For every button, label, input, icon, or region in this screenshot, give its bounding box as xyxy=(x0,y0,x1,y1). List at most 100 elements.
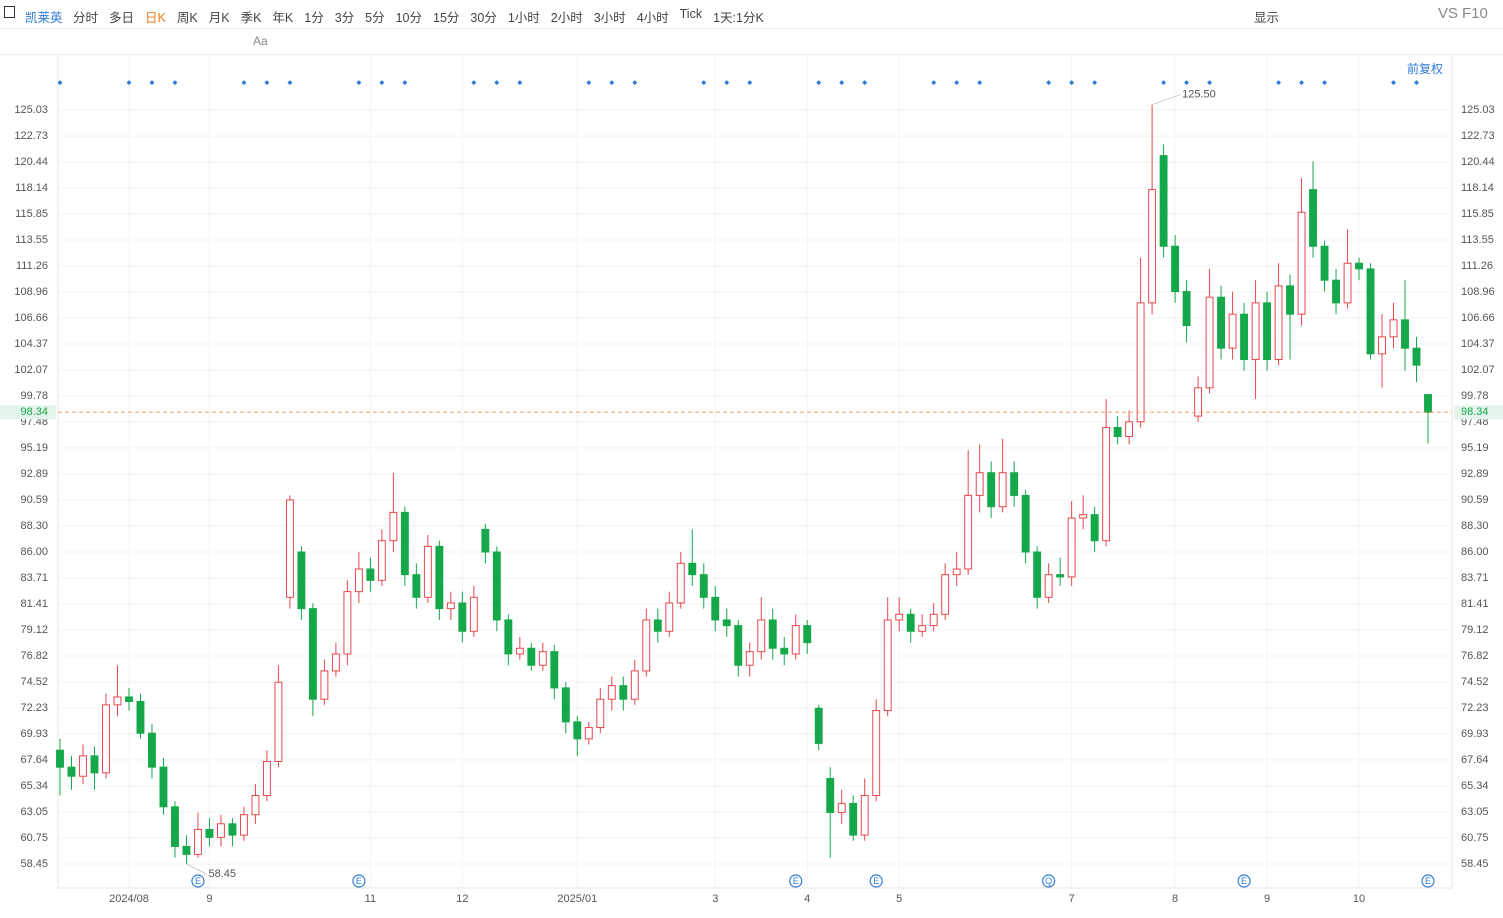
candle xyxy=(1412,336,1421,383)
y-tick-label: 104.37 xyxy=(14,338,48,350)
period-tab[interactable]: 多日 xyxy=(109,11,135,25)
y-tick-label-right: 120.44 xyxy=(1461,156,1495,168)
f10-button[interactable]: F10 xyxy=(1462,5,1488,22)
signal-dot xyxy=(954,80,960,86)
candle xyxy=(481,523,490,564)
candle xyxy=(814,704,823,751)
candle-body xyxy=(182,845,191,855)
y-tick-label: 111.26 xyxy=(16,260,48,272)
candle xyxy=(1240,302,1249,371)
period-tab[interactable]: 周K xyxy=(176,11,198,25)
candle-body xyxy=(1056,574,1065,578)
candle-body xyxy=(527,647,536,666)
candle xyxy=(354,552,363,603)
y-tick-label: 106.66 xyxy=(14,312,48,324)
candle xyxy=(1067,501,1076,586)
signal-dot xyxy=(1046,80,1052,86)
y-tick-label-right: 92.89 xyxy=(1461,468,1489,480)
candle-body xyxy=(1378,336,1386,355)
vs-button[interactable]: VS xyxy=(1438,5,1459,22)
adjust-button[interactable]: 前复权 xyxy=(1407,62,1444,76)
stock-name[interactable]: 凯莱英 xyxy=(25,11,63,25)
signal-dot xyxy=(1322,80,1328,86)
period-tab[interactable]: 1分 xyxy=(304,11,324,25)
event-label: E xyxy=(1425,876,1431,886)
candle-body xyxy=(1309,189,1317,247)
period-tab[interactable]: 5分 xyxy=(365,11,385,25)
candle-body xyxy=(1044,574,1053,598)
period-tab[interactable]: 1天:1分K xyxy=(713,11,764,25)
candle xyxy=(860,778,869,841)
candle xyxy=(1228,291,1237,360)
annotation-leader xyxy=(1151,94,1181,106)
candle xyxy=(515,636,524,660)
candle-body xyxy=(596,698,605,729)
candle xyxy=(205,818,214,847)
candle xyxy=(895,597,904,632)
period-tab[interactable]: 15分 xyxy=(433,11,460,25)
candle xyxy=(1056,557,1065,586)
period-tab[interactable]: 30分 xyxy=(470,11,497,25)
layout-icon[interactable] xyxy=(4,6,15,18)
y-tick-label-right: 72.23 xyxy=(1461,702,1489,714)
candle-body xyxy=(573,721,582,740)
candle-body xyxy=(1355,262,1363,270)
candle-body xyxy=(1274,285,1283,360)
period-tab[interactable]: 2小时 xyxy=(550,11,583,25)
candle xyxy=(136,693,145,739)
period-tab[interactable]: 3小时 xyxy=(593,11,626,25)
candle xyxy=(826,767,835,858)
candle-body xyxy=(1228,313,1237,349)
y-tick-label: 90.59 xyxy=(20,494,48,506)
period-tab[interactable]: 月K xyxy=(208,11,230,25)
y-tick-label-right: 115.85 xyxy=(1461,208,1494,220)
display-menu[interactable]: 显示 xyxy=(1254,11,1280,25)
event-label: E xyxy=(356,876,362,886)
x-tick-label: 7 xyxy=(1069,893,1075,905)
period-tab[interactable]: 10分 xyxy=(395,11,423,25)
y-tick-label: 115.85 xyxy=(15,208,48,220)
period-tab[interactable]: Tick xyxy=(679,7,703,21)
period-tab[interactable]: 3分 xyxy=(334,11,355,25)
candle-body xyxy=(918,625,927,632)
signal-dot xyxy=(839,80,845,86)
y-tick-label-right: 106.66 xyxy=(1461,312,1495,324)
period-tab[interactable]: 日K xyxy=(145,11,166,25)
candle-body xyxy=(1366,268,1375,355)
y-tick-label: 125.03 xyxy=(14,104,48,116)
candle xyxy=(377,529,386,586)
text-tool[interactable]: Aa xyxy=(253,34,268,48)
event-icon xyxy=(191,874,205,888)
period-tab[interactable]: 分时 xyxy=(73,11,99,25)
candle-body xyxy=(67,766,76,777)
candle xyxy=(67,755,76,790)
candle xyxy=(1332,268,1340,315)
period-tab[interactable]: 季K xyxy=(240,11,262,25)
period-tab[interactable]: 4小时 xyxy=(636,11,669,25)
candle xyxy=(1090,506,1099,553)
signal-dot xyxy=(1414,80,1419,86)
candle xyxy=(320,659,329,705)
signal-dot xyxy=(747,80,753,86)
candle xyxy=(90,746,99,790)
candle-body xyxy=(757,619,766,653)
candle-body xyxy=(515,647,524,655)
y-tick-label-right: 67.64 xyxy=(1461,754,1489,766)
candle-body xyxy=(699,574,708,598)
candle xyxy=(366,557,375,592)
y-tick-label: 86.00 xyxy=(20,546,48,558)
candle-body xyxy=(630,670,639,700)
period-tab[interactable]: 1小时 xyxy=(507,11,540,25)
y-tick-label: 102.07 xyxy=(14,364,48,376)
candle xyxy=(1424,394,1432,444)
period-tab[interactable]: 年K xyxy=(272,11,294,25)
candle xyxy=(1205,268,1214,394)
candle xyxy=(331,642,340,677)
candle xyxy=(102,693,110,779)
candle-body xyxy=(929,613,938,627)
signal-dot xyxy=(172,80,178,86)
y-tick-label-right: 113.55 xyxy=(1461,234,1494,246)
signal-dot xyxy=(1391,80,1396,86)
candle-body xyxy=(239,814,248,836)
